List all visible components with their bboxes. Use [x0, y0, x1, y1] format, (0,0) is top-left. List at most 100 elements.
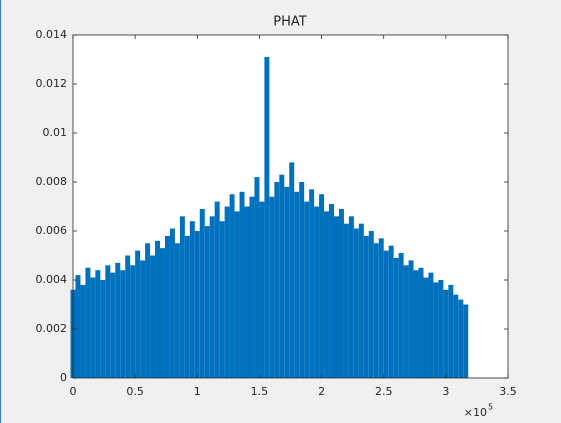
- stem: [179, 216, 185, 378]
- stem: [105, 265, 111, 378]
- stem: [443, 289, 449, 378]
- y-tick-label: 0.004: [36, 273, 68, 286]
- stem: [254, 177, 260, 378]
- stem: [463, 304, 469, 378]
- stem: [85, 267, 91, 378]
- stem: [234, 211, 240, 378]
- stem: [120, 270, 126, 378]
- stem: [269, 196, 275, 378]
- x-tick-label: 2.5: [375, 385, 393, 398]
- stem: [244, 206, 250, 378]
- stem: [304, 201, 310, 378]
- x-exponent: 5: [488, 403, 493, 412]
- x-tick-label: 3: [442, 385, 449, 398]
- stem: [199, 208, 205, 378]
- stem: [423, 277, 429, 378]
- chart-title: PHAT: [273, 15, 306, 30]
- stem: [115, 262, 121, 378]
- stem: [334, 216, 339, 378]
- stem: [135, 250, 141, 378]
- stem: [194, 231, 200, 378]
- stem: [189, 221, 195, 378]
- x-tick-label: 1.5: [251, 385, 269, 398]
- stem: [150, 255, 156, 378]
- stem: [164, 235, 170, 378]
- stem: [324, 211, 330, 378]
- series: [70, 57, 469, 379]
- stem: [95, 270, 101, 378]
- stem: [353, 228, 359, 378]
- stem: [219, 221, 225, 378]
- stem: [418, 267, 424, 378]
- y-tick-label: 0.014: [36, 28, 68, 41]
- stem: [299, 182, 305, 378]
- stem: [378, 238, 384, 378]
- stem: [319, 194, 325, 378]
- stem: [160, 248, 165, 378]
- stem: [75, 275, 81, 378]
- stem: [214, 201, 220, 378]
- stem: [249, 196, 255, 378]
- stem: [383, 250, 389, 378]
- y-tick-label: 0.002: [36, 322, 68, 335]
- x-tick-label: 0.5: [126, 385, 144, 398]
- stem: [239, 191, 245, 378]
- stem: [284, 186, 290, 378]
- x-exponent-base: ×10: [464, 406, 487, 419]
- stem: [110, 272, 116, 378]
- y-tick-label: 0.01: [43, 126, 68, 139]
- x-tick-label: 2: [318, 385, 325, 398]
- stem: [343, 223, 349, 378]
- x-tick-label: 3.5: [499, 385, 517, 398]
- stem: [274, 182, 280, 378]
- stem: [428, 272, 434, 378]
- stem: [279, 174, 285, 378]
- stem: [448, 284, 454, 378]
- stem: [408, 260, 414, 378]
- stem: [80, 284, 86, 378]
- stem: [204, 226, 210, 378]
- y-tick-label: 0.006: [36, 224, 68, 237]
- stem: [174, 243, 180, 378]
- stem: [338, 208, 344, 378]
- stem: [314, 206, 320, 378]
- stem: [309, 189, 315, 378]
- stem: [140, 260, 146, 378]
- stem: [363, 235, 369, 378]
- stem: [388, 245, 394, 378]
- stem: [209, 216, 215, 378]
- stem: [403, 265, 409, 378]
- stem: [433, 282, 439, 378]
- stem: [289, 162, 295, 378]
- y-tick-label: 0.008: [36, 175, 68, 188]
- stem: [224, 206, 230, 378]
- stem: [294, 191, 300, 378]
- stem: [413, 270, 419, 378]
- stem: [373, 243, 379, 378]
- y-tick-label: 0: [60, 371, 67, 384]
- stem: [458, 299, 464, 378]
- stem: [329, 204, 334, 378]
- stem: [259, 201, 265, 378]
- axes-box: [72, 34, 509, 379]
- x-tick-label: 1: [194, 385, 201, 398]
- stem: [169, 228, 175, 378]
- stem: [100, 280, 106, 378]
- stem: [184, 235, 190, 378]
- stem: [393, 257, 399, 378]
- stem: [348, 216, 354, 378]
- stem: [398, 253, 404, 378]
- stem: [264, 57, 270, 379]
- stem: [90, 277, 96, 378]
- stem: [125, 255, 131, 378]
- stem: [229, 194, 235, 378]
- stem: [155, 240, 160, 378]
- x-tick-label: 0: [70, 385, 77, 398]
- stem: [358, 223, 364, 378]
- stem: [145, 243, 151, 378]
- stem: [438, 280, 444, 378]
- stem: [453, 294, 459, 378]
- stem: [368, 231, 374, 378]
